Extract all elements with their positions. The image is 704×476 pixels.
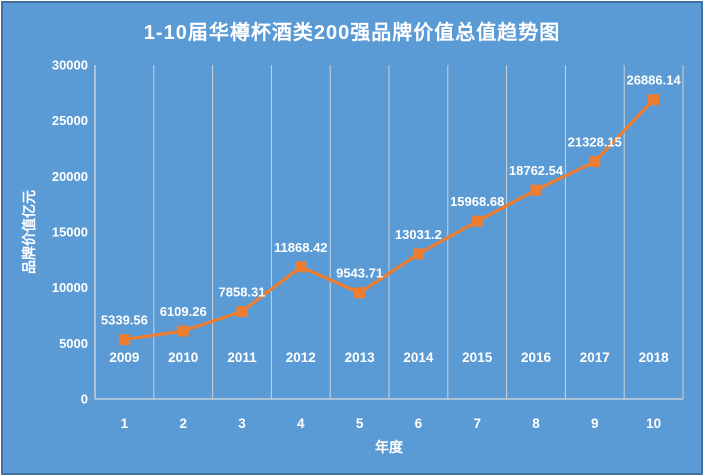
year-label: 2015 [462, 350, 493, 365]
data-point-label: 7858.31 [219, 285, 266, 300]
data-point-marker [354, 287, 366, 299]
year-label: 2013 [345, 350, 376, 365]
data-point-marker [236, 306, 248, 318]
data-point-marker [589, 156, 601, 168]
year-label: 2011 [227, 350, 257, 365]
data-point-marker [530, 184, 542, 196]
data-point-label: 21328.15 [568, 135, 622, 150]
year-label: 2009 [109, 350, 139, 365]
year-label: 2017 [580, 350, 610, 365]
year-label: 2012 [286, 350, 316, 365]
x-tick-label: 9 [591, 416, 599, 431]
y-tick-label: 10000 [52, 280, 88, 295]
data-point-marker [177, 325, 189, 337]
y-tick-label: 5000 [59, 336, 88, 351]
x-tick-label: 10 [646, 416, 661, 431]
x-tick-label: 6 [415, 416, 423, 431]
x-tick-label: 3 [238, 416, 246, 431]
data-point-marker [412, 248, 424, 260]
x-axis-title: 年度 [375, 439, 404, 455]
data-point-label: 6109.26 [160, 304, 207, 319]
data-point-label: 18762.54 [509, 163, 564, 178]
data-point-marker [295, 261, 307, 273]
data-point-label: 13031.2 [395, 227, 442, 242]
y-tick-label: 30000 [52, 58, 88, 73]
year-label: 2016 [521, 350, 552, 365]
x-tick-label: 5 [356, 416, 364, 431]
data-point-label: 11868.42 [274, 240, 328, 255]
y-tick-label: 25000 [52, 113, 88, 128]
chart-title: 1-10届华樽杯酒类200强品牌价值总值趋势图 [144, 20, 560, 44]
data-point-label: 15968.68 [450, 194, 504, 209]
data-point-marker [118, 334, 130, 346]
y-tick-label: 15000 [52, 225, 88, 240]
data-point-marker [648, 94, 660, 106]
year-label: 2014 [403, 350, 434, 365]
x-tick-label: 1 [121, 416, 129, 431]
x-tick-label: 4 [297, 416, 305, 431]
year-label: 2018 [639, 350, 670, 365]
x-tick-label: 2 [179, 416, 187, 431]
x-tick-label: 7 [473, 416, 481, 431]
data-point-label: 5339.56 [101, 313, 148, 328]
year-label: 2010 [168, 350, 198, 365]
x-tick-label: 8 [532, 416, 540, 431]
y-axis-title: 品牌价值亿元 [21, 190, 37, 274]
data-point-label: 26886.14 [626, 73, 681, 88]
y-tick-label: 20000 [52, 169, 88, 184]
data-point-marker [471, 215, 483, 227]
y-tick-label: 0 [81, 392, 88, 407]
chart-canvas: 1-10届华樽杯酒类200强品牌价值总值趋势图 年度 品牌价值亿元 0 5000 1… [21, 20, 684, 455]
data-point-label: 9543.71 [336, 266, 383, 281]
trend-line [122, 98, 656, 342]
